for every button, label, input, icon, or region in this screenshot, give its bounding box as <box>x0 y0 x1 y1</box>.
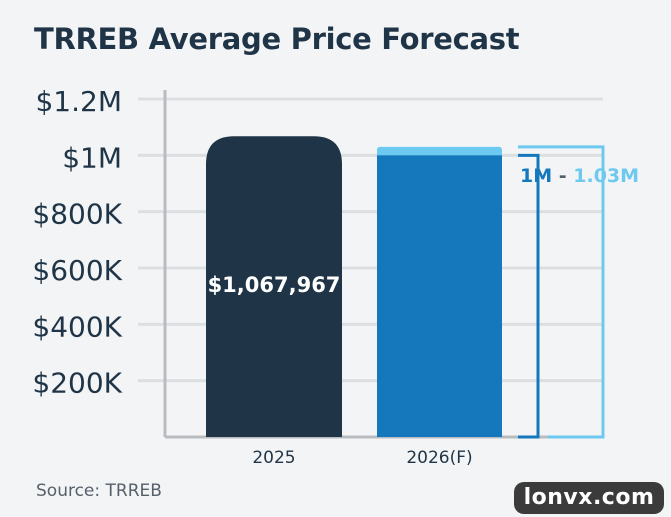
range-bracket-low <box>518 153 540 439</box>
y-tick-label-3: $800K <box>32 198 122 231</box>
watermark-badge: lonvx.com <box>514 482 664 514</box>
y-tick-label-1: $400K <box>32 310 122 343</box>
bar-2025 <box>206 136 342 437</box>
bar-2026-high-segment <box>377 146 502 158</box>
source-note: Source: TRREB <box>36 481 162 501</box>
range-low-label: 1M <box>520 165 552 187</box>
x-tick-label-0: 2025 <box>252 448 295 468</box>
range-annotation: 1M - 1.03M <box>520 165 639 187</box>
y-tick-label-5: $1.2M <box>35 85 122 118</box>
y-tick-label-2: $600K <box>32 254 122 287</box>
chart-title: TRREB Average Price Forecast <box>34 22 520 56</box>
bar-2026-low-segment <box>377 155 502 438</box>
y-tick-label-0: $200K <box>32 367 122 400</box>
range-bracket-high <box>518 145 605 439</box>
bar-2025-label: $1,067,967 <box>208 273 341 297</box>
x-tick-label-1: 2026(F) <box>406 448 472 468</box>
range-separator: - <box>552 165 573 187</box>
y-tick-label-4: $1M <box>62 141 122 174</box>
range-high-label: 1.03M <box>573 165 639 187</box>
